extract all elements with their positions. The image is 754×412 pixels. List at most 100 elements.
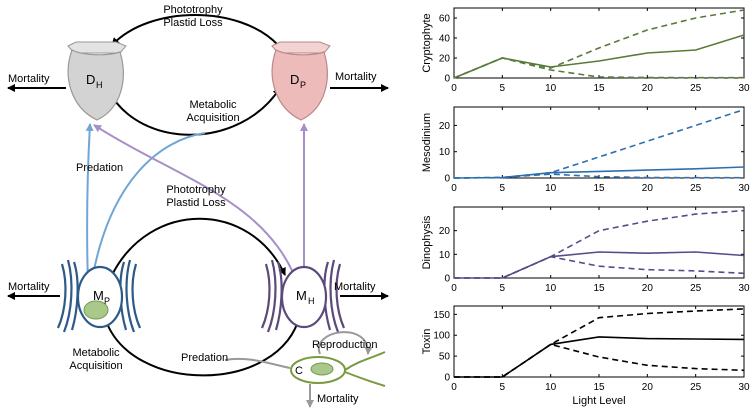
y-axis-label: Dinophysis [421, 215, 433, 269]
x-tick-label: 0 [451, 283, 457, 294]
x-tick-label: 25 [690, 83, 702, 94]
x-tick-label: 10 [545, 83, 557, 94]
dinophysis-heterotroph-cell: D H [67, 41, 127, 121]
dh-label: D [86, 72, 95, 87]
mid-arrow-label-2: Plastid Loss [166, 197, 226, 209]
mh-label: M [296, 288, 307, 303]
y-tick-label: 20 [439, 121, 451, 132]
y-tick-label: 20 [439, 226, 451, 237]
x-tick-label: 5 [500, 183, 506, 194]
mp-label: M [93, 288, 104, 303]
series-line-dashed-1 [454, 209, 745, 279]
y-tick-label: 60 [439, 14, 451, 25]
x-tick-label: 20 [642, 283, 654, 294]
plot-frame [453, 7, 745, 79]
y-axis-label: Cryptophyte [421, 13, 433, 72]
x-tick-label: 5 [500, 283, 506, 294]
y-tick-label: 100 [433, 331, 450, 342]
dinophysis-phototroph-cell: D P [271, 41, 331, 121]
dp-label: D [290, 72, 299, 87]
series-line-solid-0 [454, 336, 745, 378]
x-tick-label: 25 [690, 283, 702, 294]
phototrophy-arrow-top [111, 14, 279, 46]
dp-subscript: P [300, 80, 306, 90]
y-tick-label: 0 [444, 373, 450, 384]
lower-predation-label: Predation [181, 352, 228, 364]
light-response-charts: 0 5 10 15 20 25 30 0 20 40 60 Cryptophyte 0 5 10 15 20 25… [421, 7, 750, 407]
y-tick-label: 150 [433, 310, 450, 321]
c-label: C [295, 365, 303, 377]
series-line-solid-0 [454, 251, 745, 279]
x-tick-label: 25 [690, 183, 702, 194]
metabolic-acquisition-arrow-upper [107, 87, 281, 136]
series-line-dashed-2 [454, 343, 745, 378]
mid-arrow-label-1: Phototrophy [166, 184, 226, 196]
chart-0: 0 5 10 15 20 25 30 0 20 40 60 Cryptophyte [421, 7, 750, 94]
x-tick-label: 30 [738, 183, 750, 194]
top-arrow-label-2: Plastid Loss [163, 17, 223, 29]
y-tick-label: 40 [439, 34, 451, 45]
y-tick-label: 0 [444, 274, 450, 285]
cryptophyte-cell [290, 351, 386, 387]
x-tick-label: 10 [545, 382, 557, 393]
predation-label: Predation [76, 162, 123, 174]
reproduction-loop-arrow [317, 331, 373, 355]
x-tick-label: 20 [642, 83, 654, 94]
x-tick-label: 15 [593, 183, 605, 194]
chart-1: 0 5 10 15 20 25 30 0 10 20 Mesodinium [421, 106, 750, 194]
upper-acq-label-2: Acquisition [186, 112, 239, 124]
series-line-solid-0 [453, 166, 745, 179]
x-tick-label: 30 [738, 283, 750, 294]
plot-frame [453, 106, 745, 179]
mh-subscript: H [308, 296, 315, 306]
chart-2: 0 5 10 15 20 25 30 0 10 20 Dinophysis [421, 206, 750, 294]
mh-mortality-label: Mortality [334, 281, 376, 293]
top-arrow-label-1: Phototrophy [163, 4, 223, 16]
mesodinium-heterotroph-cell [260, 259, 346, 333]
mesodinium-phototroph-cell [56, 259, 142, 333]
x-tick-label: 20 [642, 183, 654, 194]
metabolic-acquisition-arrow-lower [103, 314, 301, 377]
upper-acq-label-1: Metabolic [189, 99, 237, 111]
mp-to-dp-blue-arrow [91, 132, 206, 281]
plot-frame [453, 206, 745, 279]
y-tick-label: 50 [439, 352, 451, 363]
phototrophy-arrow-middle [111, 217, 286, 276]
series-line-dashed-2 [453, 173, 744, 179]
mh-predation-purple-arrow [93, 124, 301, 291]
y-tick-label: 10 [439, 147, 451, 158]
series-line-dashed-1 [454, 308, 745, 378]
lower-acq-label-1: Metabolic [72, 347, 120, 359]
x-tick-label: 5 [500, 382, 506, 393]
mp-subscript: P [104, 296, 110, 306]
x-tick-label: 15 [593, 382, 605, 393]
dp-mortality-label: Mortality [335, 71, 377, 83]
y-tick-label: 0 [444, 74, 450, 85]
series-line-dashed-1 [453, 9, 745, 79]
series-line-dashed-2 [454, 255, 745, 279]
life-cycle-diagram: Phototrophy Plastid Loss Metabolic Acqui… [7, 4, 389, 408]
x-tick-label: 0 [451, 382, 457, 393]
y-tick-label: 20 [439, 54, 451, 65]
x-tick-label: 30 [738, 83, 750, 94]
x-tick-label: 20 [642, 382, 654, 393]
x-tick-label: 15 [593, 83, 605, 94]
series-line-dashed-1 [453, 108, 745, 179]
dh-subscript: H [96, 80, 103, 90]
series-line-dashed-2 [453, 57, 744, 79]
y-tick-label: 0 [444, 174, 450, 185]
mp-mortality-label: Mortality [8, 281, 50, 293]
y-axis-label: Toxin [421, 329, 433, 355]
dh-mortality-label: Mortality [8, 73, 50, 85]
x-tick-label: 25 [690, 382, 702, 393]
x-axis-label: Light Level [572, 395, 625, 407]
x-tick-label: 0 [451, 183, 457, 194]
y-axis-label: Mesodinium [421, 113, 433, 172]
x-tick-label: 5 [500, 83, 506, 94]
lower-acq-label-2: Acquisition [69, 360, 122, 372]
x-tick-label: 30 [738, 382, 750, 393]
y-tick-label: 10 [439, 250, 451, 261]
x-tick-label: 10 [545, 183, 557, 194]
plot-frame [453, 305, 745, 378]
